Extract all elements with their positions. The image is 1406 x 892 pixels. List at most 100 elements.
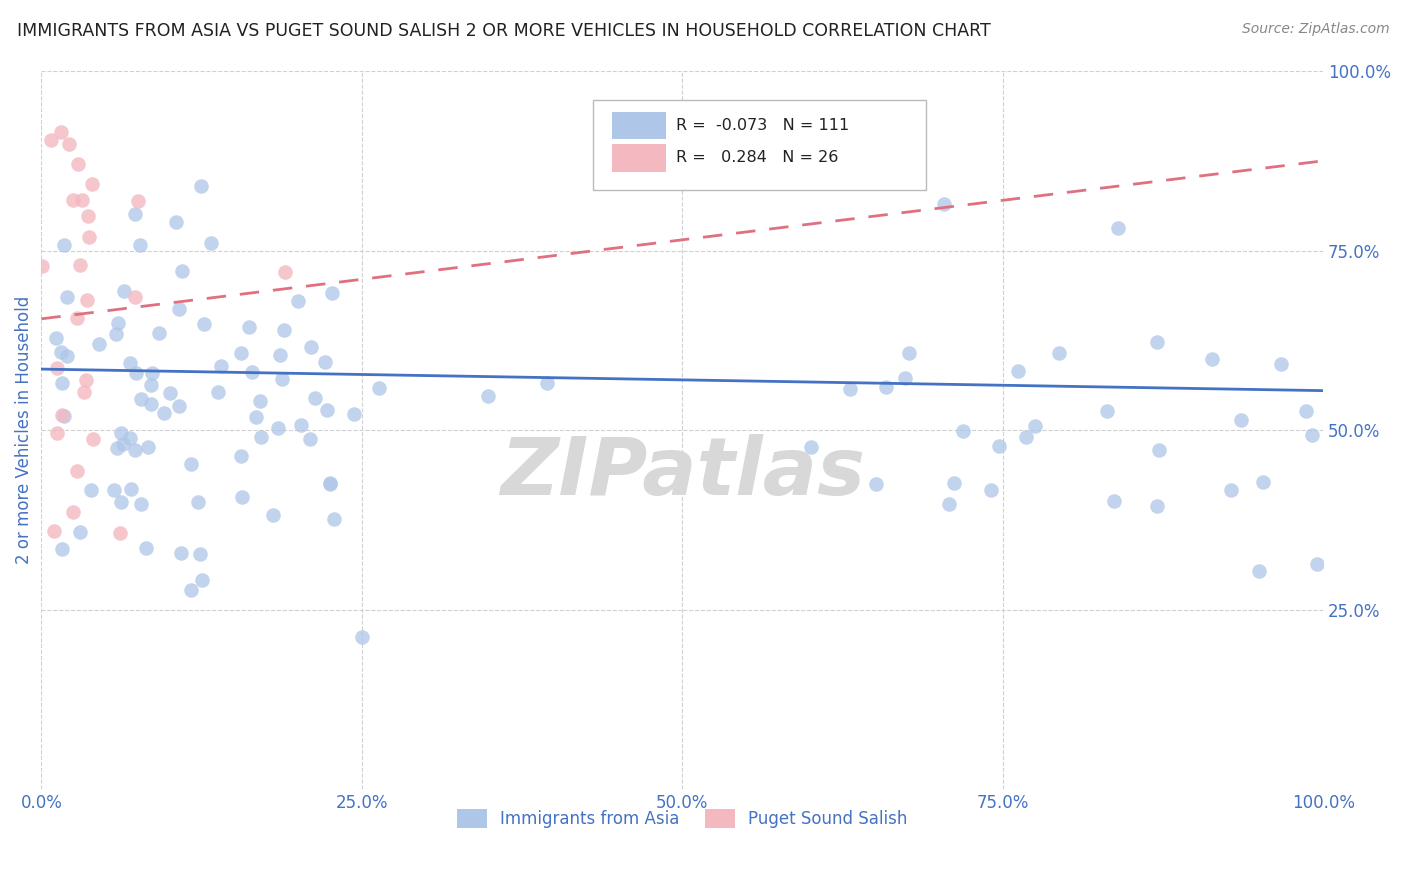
Point <box>952 424 974 438</box>
Point <box>1306 557 1329 571</box>
Point <box>875 380 897 394</box>
Point <box>250 430 273 444</box>
Point <box>304 391 326 405</box>
Text: R =  -0.073   N = 111: R = -0.073 N = 111 <box>676 118 849 133</box>
Point <box>77 209 100 223</box>
Point <box>1015 429 1038 443</box>
Point <box>159 385 181 400</box>
Point <box>1249 564 1271 578</box>
Point <box>125 367 148 381</box>
Point <box>231 490 253 504</box>
Point <box>865 477 887 491</box>
Point <box>128 238 150 252</box>
Point <box>269 348 291 362</box>
Point <box>1146 335 1168 350</box>
Point <box>124 207 146 221</box>
Point <box>39 133 62 147</box>
Point <box>69 524 91 539</box>
Point <box>66 157 89 171</box>
Point <box>800 440 823 454</box>
Point <box>1220 483 1243 497</box>
Point <box>368 381 391 395</box>
Point <box>321 286 343 301</box>
Point <box>148 326 170 341</box>
Point <box>152 406 174 420</box>
Text: IMMIGRANTS FROM ASIA VS PUGET SOUND SALISH 2 OR MORE VEHICLES IN HOUSEHOLD CORRE: IMMIGRANTS FROM ASIA VS PUGET SOUND SALI… <box>17 22 991 40</box>
Point <box>51 344 73 359</box>
Point <box>188 547 211 561</box>
Point <box>987 439 1010 453</box>
Point <box>76 293 98 308</box>
Point <box>193 317 215 331</box>
Legend: Immigrants from Asia, Puget Sound Salish: Immigrants from Asia, Puget Sound Salish <box>450 803 914 835</box>
Point <box>51 408 73 422</box>
Point <box>107 317 129 331</box>
Point <box>980 483 1002 497</box>
Point <box>75 373 97 387</box>
Point <box>319 477 342 491</box>
Point <box>932 197 955 211</box>
Point <box>170 264 193 278</box>
Point <box>129 392 152 406</box>
Text: R =   0.284   N = 26: R = 0.284 N = 26 <box>676 151 838 165</box>
Point <box>103 483 125 497</box>
Point <box>169 302 191 317</box>
Point <box>51 376 73 391</box>
Point <box>77 229 100 244</box>
Point <box>120 482 142 496</box>
Point <box>1270 357 1292 371</box>
Point <box>44 524 66 538</box>
Point <box>1301 428 1323 442</box>
Point <box>127 194 149 208</box>
Point <box>112 284 135 298</box>
Point <box>66 464 89 478</box>
FancyBboxPatch shape <box>592 100 925 190</box>
Point <box>270 372 292 386</box>
Text: Source: ZipAtlas.com: Source: ZipAtlas.com <box>1241 22 1389 37</box>
Point <box>131 497 153 511</box>
Point <box>536 376 558 390</box>
Point <box>141 397 163 411</box>
Point <box>200 235 222 250</box>
Point <box>66 311 89 326</box>
Point <box>319 476 342 491</box>
Point <box>62 505 84 519</box>
Point <box>267 421 290 435</box>
Point <box>190 179 212 194</box>
Point <box>1102 494 1125 508</box>
Point <box>180 457 202 471</box>
Point <box>1147 442 1170 457</box>
Point <box>207 384 229 399</box>
Point <box>1201 352 1223 367</box>
Point <box>111 436 134 450</box>
Point <box>1230 413 1253 427</box>
Point <box>262 508 284 523</box>
Point <box>343 407 366 421</box>
Point <box>229 449 252 463</box>
Point <box>167 399 190 413</box>
Point <box>55 349 77 363</box>
Point <box>110 495 132 509</box>
Point <box>477 389 499 403</box>
Point <box>120 356 142 370</box>
Point <box>274 265 297 279</box>
Point <box>141 366 163 380</box>
Point <box>897 346 920 360</box>
Point <box>82 432 104 446</box>
Point <box>70 193 93 207</box>
Point <box>124 290 146 304</box>
Point <box>105 441 128 455</box>
Point <box>209 359 232 373</box>
Point <box>191 573 214 587</box>
Point <box>894 370 917 384</box>
Point <box>52 409 75 423</box>
Point <box>49 125 72 139</box>
Point <box>314 354 336 368</box>
Point <box>323 512 346 526</box>
Point <box>124 443 146 458</box>
Point <box>58 137 80 152</box>
Point <box>1097 403 1119 417</box>
Point <box>187 495 209 509</box>
Point <box>105 326 128 341</box>
Point <box>31 260 53 274</box>
